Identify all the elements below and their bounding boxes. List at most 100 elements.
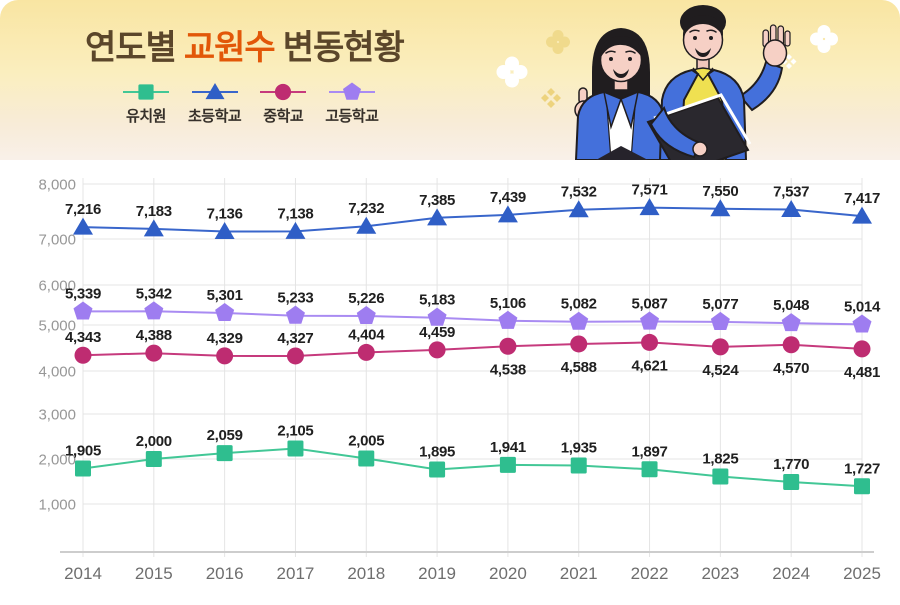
data-label: 7,550	[702, 183, 738, 200]
data-label: 4,621	[632, 357, 668, 374]
marker-circle	[428, 341, 446, 359]
data-label: 1,770	[773, 456, 809, 473]
data-label: 5,226	[348, 290, 384, 307]
data-label: 4,329	[207, 330, 243, 347]
marker-triangle	[710, 199, 731, 217]
man-teacher-illustration	[646, 5, 791, 160]
x-tick-label: 2015	[135, 564, 173, 583]
data-label: 1,897	[632, 443, 668, 460]
marker-pentagon	[215, 302, 235, 322]
marker-triangle	[497, 205, 518, 223]
y-axis-labels: 8,000 7,000 6,000 5,000 4,000 3,000 2,000 1,000	[38, 177, 76, 514]
marker-triangle	[851, 206, 872, 224]
marker-pentagon	[342, 82, 361, 100]
marker-triangle	[781, 199, 802, 217]
data-label: 4,459	[419, 324, 455, 341]
data-label: 5,077	[702, 296, 738, 313]
data-label: 2,059	[207, 427, 243, 444]
data-label: 7,216	[65, 201, 101, 218]
marker-square	[358, 450, 375, 467]
data-label: 5,301	[207, 287, 243, 304]
data-label: 4,404	[348, 326, 385, 343]
legend-marker-pentagon	[328, 82, 375, 100]
marker-pentagon	[710, 311, 730, 331]
marker-pentagon	[356, 305, 376, 325]
marker-square	[138, 84, 154, 100]
series-line	[82, 341, 863, 358]
title-part-1: 연도별	[85, 29, 177, 67]
data-label: 5,087	[632, 296, 668, 313]
marker-pentagon	[569, 311, 589, 330]
series-pentagon: 5,339 5,342 5,301 5,233 5,226 5,183 5,106 5,082…	[65, 285, 881, 333]
data-label: 4,588	[561, 359, 597, 376]
x-tick-label: 2021	[560, 564, 598, 583]
marker-square	[712, 468, 729, 485]
x-tick-label: 2022	[631, 564, 669, 583]
marker-circle	[570, 335, 588, 353]
marker-pentagon	[498, 310, 518, 329]
data-label: 7,232	[348, 200, 384, 217]
data-label: 7,385	[419, 192, 455, 209]
y-tick-label: 6,000	[38, 278, 76, 295]
x-tick-label: 2018	[347, 564, 385, 583]
marker-triangle	[73, 217, 93, 235]
marker-triangle	[639, 198, 660, 216]
marker-triangle	[285, 221, 306, 239]
marker-square	[499, 456, 516, 473]
data-label: 2,105	[277, 423, 313, 440]
series-circle: 4,343 4,388 4,329 4,327 4,404 4,459 4,538 4,588…	[65, 324, 880, 381]
marker-circle	[641, 333, 659, 351]
x-tick-label: 2020	[489, 564, 527, 583]
marker-circle	[782, 336, 800, 354]
flower-decoration-white-2	[810, 25, 838, 53]
y-tick-label: 4,000	[38, 364, 76, 381]
marker-pentagon	[73, 301, 93, 320]
x-tick-label: 2023	[701, 564, 739, 583]
marker-circle	[711, 338, 729, 356]
data-label: 7,417	[844, 190, 880, 207]
marker-circle	[499, 337, 517, 355]
data-label: 7,537	[773, 183, 809, 200]
data-label: 1,935	[561, 440, 597, 457]
title-part-3: 변동현황	[282, 29, 405, 67]
data-label: 1,727	[844, 460, 880, 477]
marker-circle	[275, 83, 292, 101]
data-label: 7,136	[207, 206, 243, 223]
x-tick-label: 2017	[277, 564, 315, 583]
marker-triangle	[427, 208, 448, 226]
legend-label: 고등학교	[325, 108, 379, 125]
marker-pentagon	[781, 313, 801, 332]
marker-pentagon	[427, 307, 447, 326]
y-tick-label: 8,000	[38, 177, 76, 194]
y-tick-label: 1,000	[38, 497, 76, 514]
data-label: 7,571	[632, 182, 668, 199]
marker-square	[853, 478, 870, 495]
data-label: 4,388	[136, 327, 172, 344]
marker-circle	[145, 344, 163, 362]
data-label: 4,538	[490, 361, 526, 378]
y-tick-label: 5,000	[38, 318, 76, 335]
data-label: 5,106	[490, 295, 526, 312]
data-label: 2,005	[348, 433, 384, 450]
data-label: 7,138	[277, 205, 313, 222]
page-title: 연도별 교원수 변동현황	[85, 20, 405, 69]
marker-triangle	[568, 200, 589, 218]
data-label: 2,000	[136, 433, 172, 450]
y-tick-label: 7,000	[38, 232, 76, 249]
legend-marker-square	[123, 84, 169, 100]
data-label: 7,183	[136, 203, 172, 220]
series-triangle: 7,216 7,183 7,136 7,138 7,232 7,385 7,439 7,532…	[65, 182, 880, 240]
data-label: 7,439	[490, 189, 526, 206]
marker-triangle	[205, 82, 225, 100]
marker-circle	[216, 347, 234, 365]
x-tick-label: 2016	[206, 564, 244, 583]
legend-item-high-school: 고등학교	[325, 80, 379, 126]
sparkle-decoration-yellow	[541, 88, 561, 108]
legend-item-kindergarten: 유치원	[122, 80, 170, 126]
marker-circle	[74, 346, 92, 364]
chart-area: 8,000 7,000 6,000 5,000 4,000 3,000 2,000 1,000…	[0, 160, 900, 600]
data-label: 1,905	[65, 443, 101, 460]
data-label: 5,082	[561, 296, 597, 313]
legend-label: 유치원	[126, 108, 166, 125]
